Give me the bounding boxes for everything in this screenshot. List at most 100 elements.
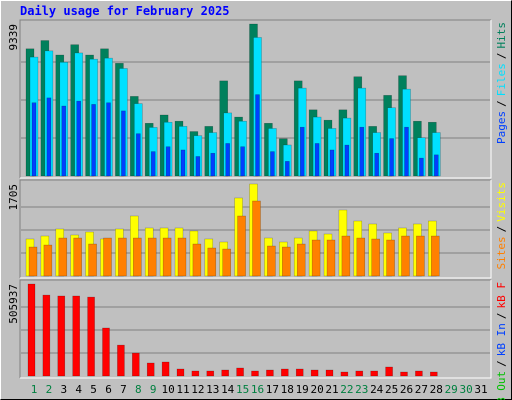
bar	[266, 369, 274, 377]
bar	[165, 146, 171, 177]
legend-separator: /	[495, 226, 508, 233]
bar	[161, 361, 170, 377]
x-tick-label: 10	[161, 383, 174, 396]
bar	[147, 237, 157, 277]
legend-entry: Hits	[495, 22, 508, 49]
legend-separator: /	[495, 313, 508, 320]
bar	[27, 283, 36, 377]
bar	[431, 235, 440, 277]
bar	[117, 344, 125, 377]
legend-separator: /	[495, 53, 508, 60]
bar	[296, 243, 306, 277]
bar	[191, 370, 200, 377]
legend-entry: Pages	[495, 111, 508, 144]
legend-separator: /	[495, 100, 508, 107]
x-tick-label: 27	[415, 383, 428, 396]
bar	[42, 294, 51, 377]
bar	[400, 371, 408, 377]
legend-entry: Visits	[495, 182, 508, 222]
plot-border-light	[20, 180, 492, 279]
bar	[43, 244, 53, 277]
x-tick-label: 30	[459, 383, 472, 396]
x-tick-label: 15	[236, 383, 249, 396]
x-tick-label: 11	[176, 383, 189, 396]
x-tick-label: 26	[400, 383, 413, 396]
bar	[326, 239, 336, 277]
x-tick-label: 8	[135, 383, 142, 396]
x-tick-label: 16	[251, 383, 264, 396]
bar	[121, 110, 126, 177]
bar	[132, 352, 140, 377]
bar	[295, 368, 304, 377]
bar	[341, 235, 351, 277]
bar	[401, 235, 410, 277]
bar	[356, 237, 366, 277]
bar	[430, 371, 438, 377]
bar	[359, 126, 365, 177]
bar	[28, 246, 38, 277]
bar	[255, 94, 260, 177]
plot-border-dark	[19, 179, 491, 278]
bar	[76, 100, 81, 177]
x-tick-label: 6	[105, 383, 112, 396]
bar	[221, 369, 229, 377]
bar	[73, 237, 82, 277]
bar	[252, 200, 261, 277]
x-tick-label: 20	[310, 383, 323, 396]
x-tick-label: 2	[46, 383, 53, 396]
y-max-label: 1705	[7, 184, 20, 211]
bar	[222, 248, 231, 277]
x-tick-label: 9	[150, 383, 157, 396]
legend-entry: kB In	[495, 323, 508, 356]
bar	[404, 126, 409, 177]
x-tick-label: 5	[90, 383, 97, 396]
bar	[389, 138, 394, 177]
bar	[386, 239, 395, 277]
bar	[180, 149, 186, 177]
bar	[207, 247, 217, 277]
bar	[282, 246, 291, 277]
x-tick-label: 7	[120, 383, 127, 396]
bar	[206, 370, 215, 377]
x-tick-label: 13	[206, 383, 219, 396]
bar	[329, 149, 335, 177]
legend-entry: kB Out	[495, 371, 508, 400]
x-tick-label: 12	[191, 383, 204, 396]
legend: Pages / Files / Hits	[495, 22, 508, 144]
legend-separator: /	[495, 360, 508, 367]
x-tick-label: 31	[474, 383, 487, 396]
bar	[267, 245, 276, 277]
x-tick-label: 18	[281, 383, 294, 396]
bar	[314, 143, 320, 177]
bar	[150, 151, 156, 177]
bar	[72, 295, 80, 377]
bar	[133, 237, 142, 277]
bar	[177, 237, 187, 277]
bar	[311, 239, 321, 277]
bar	[146, 362, 155, 377]
bar	[340, 371, 349, 377]
x-tick-label: 21	[325, 383, 338, 396]
bar	[251, 370, 259, 377]
plot-area	[20, 280, 491, 378]
bar	[355, 370, 364, 377]
bar	[31, 102, 37, 177]
y-max-label: 505937	[7, 284, 20, 324]
x-tick-label: 1	[31, 383, 38, 396]
bar	[370, 370, 378, 377]
bar	[385, 366, 393, 377]
x-tick-label: 29	[445, 383, 458, 396]
legend: kB Out / kB In / kB F	[495, 282, 508, 400]
bar	[371, 238, 380, 277]
plot-border-light	[20, 280, 492, 379]
bar	[176, 368, 185, 377]
bar	[87, 296, 95, 377]
bar	[136, 133, 141, 177]
chart-title: Daily usage for February 2025	[20, 4, 230, 18]
bar	[270, 151, 275, 177]
legend-entry: Sites	[495, 236, 508, 269]
x-tick-label: 25	[385, 383, 398, 396]
legend-entry: Files	[495, 63, 508, 96]
bar	[415, 370, 423, 377]
bar	[88, 243, 97, 277]
